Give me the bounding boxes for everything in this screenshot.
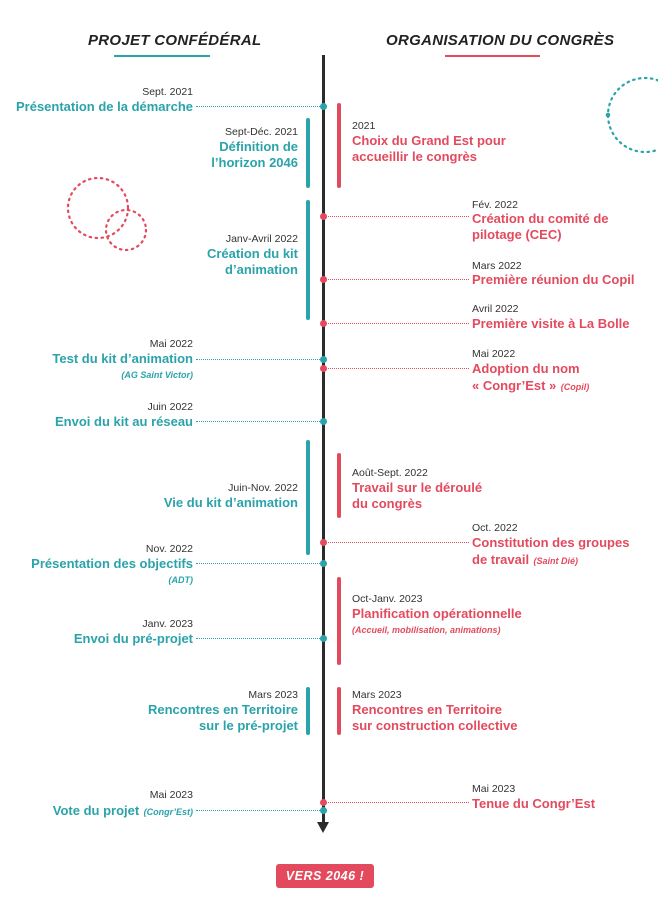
right-connector xyxy=(325,802,469,803)
left-duration-bar xyxy=(306,200,310,320)
left-date: Sept-Déc. 2021 xyxy=(225,126,298,138)
right-date: Août-Sept. 2022 xyxy=(352,467,428,479)
left-title: Envoi du kit au réseau xyxy=(55,414,193,429)
right-duration-bar xyxy=(337,453,341,518)
right-title: « Congr’Est » xyxy=(472,378,557,393)
right-note: (Accueil, mobilisation, animations) xyxy=(352,625,501,635)
right-dot xyxy=(320,365,327,372)
right-date: Mars 2023 xyxy=(352,689,402,701)
right-date: Mars 2022 xyxy=(472,260,522,272)
right-title: Adoption du nom xyxy=(472,361,580,376)
left-title: Vote du projet xyxy=(52,803,140,818)
right-title-row: de travail (Saint Dié) xyxy=(472,551,578,569)
right-title: Travail sur le déroulé xyxy=(352,480,483,495)
right-title: Constitution des groupes xyxy=(472,535,630,550)
right-date: Oct-Janv. 2023 xyxy=(352,593,423,605)
right-date: Fév. 2022 xyxy=(472,199,518,211)
right-connector xyxy=(325,368,469,369)
header-organisation-congres: ORGANISATION DU CONGRÈS xyxy=(386,32,615,49)
right-date: Oct. 2022 xyxy=(472,522,518,534)
left-date: Mars 2023 xyxy=(248,689,298,701)
left-duration-bar xyxy=(306,440,310,555)
left-title: d’animation xyxy=(225,262,298,277)
left-title: Rencontres en Territoire xyxy=(147,702,298,717)
left-connector xyxy=(196,810,322,811)
left-title: Envoi du pré-projet xyxy=(73,631,193,646)
right-title: accueillir le congrès xyxy=(352,149,478,164)
right-title: Première réunion du Copil xyxy=(472,272,635,287)
header-projet-confederal: PROJET CONFÉDÉRAL xyxy=(88,32,262,49)
left-duration-bar xyxy=(306,687,310,735)
left-date: Janv-Avril 2022 xyxy=(225,233,298,245)
left-dot xyxy=(320,560,327,567)
right-dot xyxy=(320,320,327,327)
left-title: Définition de xyxy=(219,139,298,154)
left-duration-bar xyxy=(306,118,310,188)
left-title: Test du kit d’animation xyxy=(52,351,193,366)
right-connector xyxy=(325,216,469,217)
right-title: de travail xyxy=(472,552,530,567)
left-dot xyxy=(320,356,327,363)
left-note: (ADT) xyxy=(168,575,194,585)
left-date: Juin 2022 xyxy=(147,401,193,413)
decorative-circles-left xyxy=(66,176,148,252)
right-duration-bar xyxy=(337,687,341,735)
left-note: (Congr’Est) xyxy=(143,807,193,817)
left-connector xyxy=(196,421,322,422)
left-dot xyxy=(320,103,327,110)
left-date: Janv. 2023 xyxy=(142,618,193,630)
right-date: 2021 xyxy=(352,120,376,132)
decorative-circle-right xyxy=(605,76,658,154)
left-date: Mai 2023 xyxy=(149,789,193,801)
right-dot xyxy=(320,539,327,546)
right-title: Première visite à La Bolle xyxy=(472,316,630,331)
left-title: l’horizon 2046 xyxy=(211,155,298,170)
right-title: Tenue du Congr’Est xyxy=(472,796,596,811)
right-date: Mai 2022 xyxy=(472,348,516,360)
left-dot xyxy=(320,418,327,425)
left-connector xyxy=(196,359,322,360)
right-title: du congrès xyxy=(352,496,423,511)
right-dot xyxy=(320,799,327,806)
header-right-underline xyxy=(445,55,540,57)
right-title: Rencontres en Territoire xyxy=(352,702,503,717)
right-dot xyxy=(320,276,327,283)
timeline-arrow-icon xyxy=(317,822,329,833)
left-title: Création du kit xyxy=(206,246,298,261)
right-connector xyxy=(325,279,469,280)
right-duration-bar xyxy=(337,577,341,665)
left-title: Vie du kit d’animation xyxy=(163,495,298,510)
left-connector xyxy=(196,638,322,639)
left-date: Juin-Nov. 2022 xyxy=(228,482,298,494)
header-left-underline xyxy=(114,55,210,57)
right-date: Avril 2022 xyxy=(472,303,519,315)
right-title: Planification opérationnelle xyxy=(352,606,522,621)
left-date: Mai 2022 xyxy=(149,338,193,350)
right-dot xyxy=(320,213,327,220)
right-title-row: « Congr’Est » (Copil) xyxy=(472,377,589,395)
right-title: Création du comité de xyxy=(472,211,609,226)
left-title: Présentation des objectifs xyxy=(31,556,193,571)
left-date: Nov. 2022 xyxy=(145,543,193,555)
left-date: Sept. 2021 xyxy=(142,86,193,98)
right-title: sur construction collective xyxy=(352,718,518,733)
right-date: Mai 2023 xyxy=(472,783,516,795)
left-dot xyxy=(320,807,327,814)
right-note: (Copil) xyxy=(560,382,590,392)
right-title: Choix du Grand Est pour xyxy=(352,133,506,148)
timeline-spine xyxy=(322,55,325,825)
right-connector xyxy=(325,323,469,324)
right-connector xyxy=(325,542,469,543)
left-connector xyxy=(196,563,322,564)
left-connector xyxy=(196,106,322,107)
right-duration-bar xyxy=(337,103,341,188)
right-note: (Saint Dié) xyxy=(533,556,579,566)
left-dot xyxy=(320,635,327,642)
final-label-vers-2046: VERS 2046 ! xyxy=(276,864,374,888)
right-title: pilotage (CEC) xyxy=(472,227,562,242)
left-title-row: Vote du projet (Congr’Est) xyxy=(53,802,193,820)
left-title: sur le pré-projet xyxy=(199,718,298,733)
left-title: Présentation de la démarche xyxy=(15,99,193,114)
left-note: (AG Saint Victor) xyxy=(121,370,193,380)
